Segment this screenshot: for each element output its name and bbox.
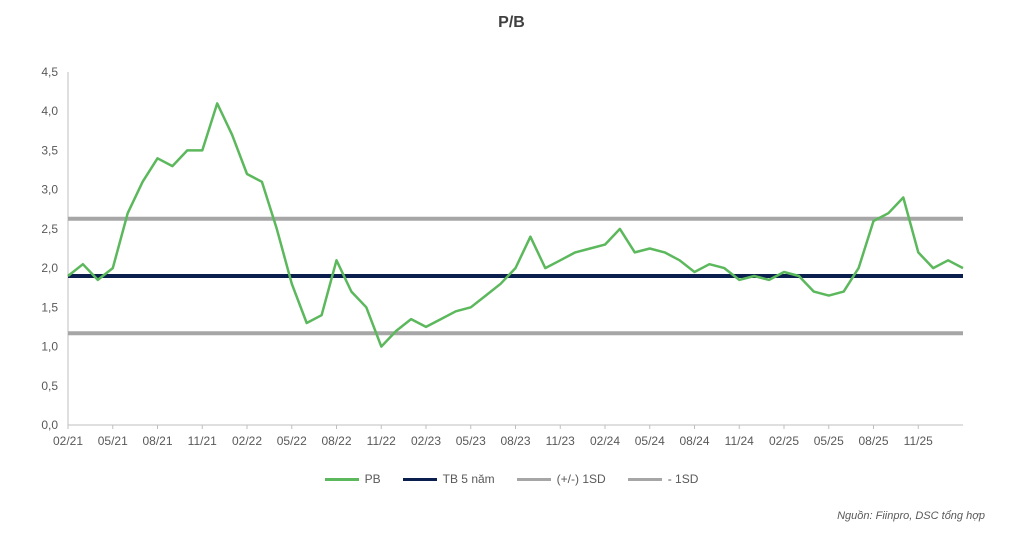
- x-tick-label: 02/23: [411, 434, 441, 448]
- legend-label: - 1SD: [667, 472, 699, 486]
- legend-item: PB: [324, 472, 381, 486]
- x-tick-label: 08/22: [321, 434, 351, 448]
- legend-label: TB 5 năm: [442, 472, 495, 486]
- tick-labels: 0,0 0,5 1,0 1,5 2,0 2,5 3,0 3,5 4,0 4,5 02/21 05/21…: [41, 65, 933, 448]
- x-tick-label: 02/22: [232, 434, 262, 448]
- x-tick-label: 05/21: [98, 434, 128, 448]
- chart-axes: [67, 72, 963, 429]
- x-tick-label: 11/22: [367, 434, 396, 448]
- y-tick-label: 1,0: [41, 340, 58, 354]
- x-tick-label: 02/24: [590, 434, 620, 448]
- legend-label: (+/-) 1SD: [556, 472, 606, 486]
- y-tick-label: 1,5: [41, 300, 58, 314]
- y-tick-label: 0,5: [41, 379, 58, 393]
- y-tick-label: 0,0: [41, 418, 58, 432]
- x-tick-label: 08/24: [679, 434, 709, 448]
- x-tick-label: 08/21: [142, 434, 172, 448]
- y-tick-label: 2,5: [41, 222, 58, 236]
- x-tick-label: 08/23: [500, 434, 530, 448]
- x-tick-label: 11/25: [904, 434, 933, 448]
- legend-swatch: [402, 477, 437, 481]
- legend-item: - 1SD: [627, 472, 699, 486]
- legend: PB TB 5 năm (+/-) 1SD - 1SD: [0, 472, 1023, 486]
- y-tick-label: 3,0: [41, 183, 58, 197]
- legend-swatch: [324, 477, 359, 481]
- y-tick-label: 4,0: [41, 104, 58, 118]
- x-tick-label: 02/21: [53, 434, 83, 448]
- x-tick-label: 05/23: [456, 434, 486, 448]
- source-note: Nguồn: Fiinpro, DSC tổng hợp: [837, 510, 985, 522]
- y-tick-label: 3,5: [41, 143, 58, 157]
- legend-swatch: [516, 477, 551, 481]
- x-tick-label: 11/21: [188, 434, 217, 448]
- legend-item: (+/-) 1SD: [516, 472, 606, 486]
- y-tick-label: 4,5: [41, 65, 58, 79]
- y-tick-label: 2,0: [41, 261, 58, 275]
- chart-title: P/B: [498, 14, 525, 31]
- x-tick-label: 11/24: [725, 434, 754, 448]
- x-tick-label: 05/24: [635, 434, 665, 448]
- legend-swatch: [627, 477, 662, 481]
- reference-lines: [68, 216, 963, 336]
- x-tick-label: 11/23: [546, 434, 575, 448]
- pb-series-line: [67, 102, 964, 348]
- legend-item: TB 5 năm: [402, 472, 495, 486]
- x-tick-label: 02/25: [769, 434, 799, 448]
- series-lines: [67, 102, 964, 348]
- legend-label: PB: [364, 472, 381, 486]
- x-tick-label: 08/25: [858, 434, 888, 448]
- x-tick-label: 05/22: [277, 434, 307, 448]
- x-tick-label: 05/25: [814, 434, 844, 448]
